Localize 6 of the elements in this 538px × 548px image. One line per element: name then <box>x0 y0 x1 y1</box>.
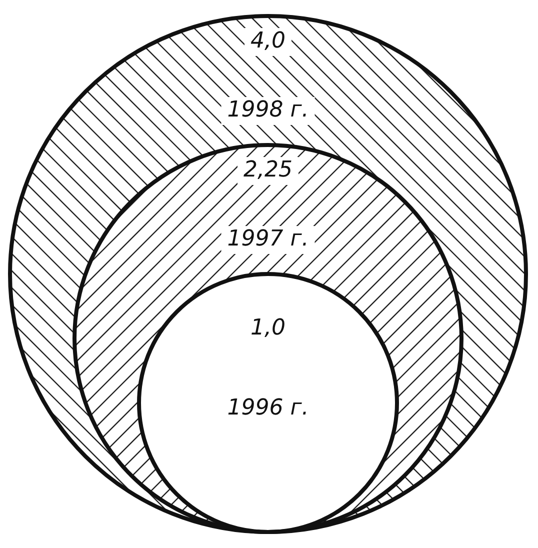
data-label: 4,0 <box>250 28 286 54</box>
category-label: 1996 г. <box>227 396 309 421</box>
data-label: 2,25 <box>244 158 292 183</box>
category-label: 1997 г. <box>227 226 309 252</box>
category-label: 1998 г. <box>227 98 309 123</box>
data-label: 1,0 <box>250 316 286 341</box>
